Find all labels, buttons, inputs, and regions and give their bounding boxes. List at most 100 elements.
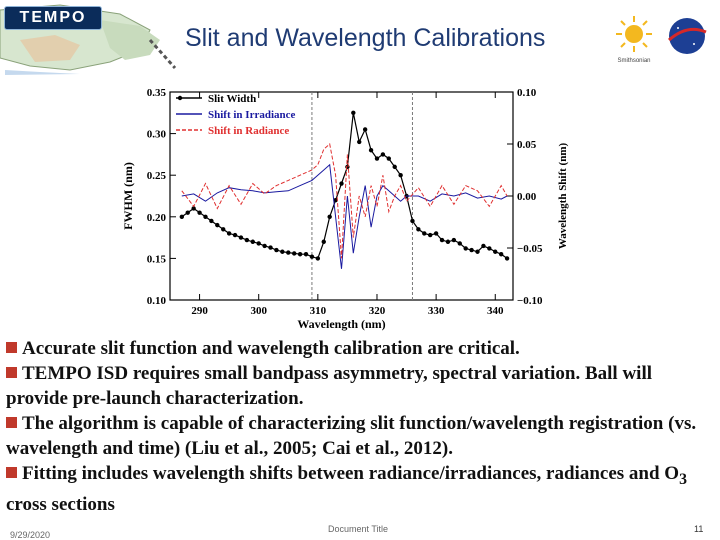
- data-point: [445, 239, 451, 244]
- data-point: [221, 227, 226, 232]
- data-point: [321, 239, 326, 244]
- y2-tick-label: 0.00: [517, 191, 537, 203]
- data-point: [268, 245, 273, 250]
- tempo-logo: TEMPO: [4, 6, 102, 30]
- y-tick-label: 0.35: [147, 87, 167, 99]
- data-point: [179, 214, 185, 219]
- y2-axis-label: Wavelength Shift (nm): [557, 142, 569, 249]
- smithsonian-caption: Smithsonian: [617, 58, 650, 64]
- bullet-text: Accurate slit function and wavelength ca…: [22, 338, 520, 359]
- nasa-logo-icon: [668, 18, 707, 54]
- bullet-text-end: cross sections: [6, 493, 115, 515]
- data-point: [345, 164, 350, 170]
- slit-wavelength-chart: 290 300 310 320 330 340 0.10 0.15 0.20 0.25 0.30 0.…: [121, 87, 569, 331]
- page-title: Slit and Wavelength Calibrations: [185, 24, 546, 52]
- bullet-marker: [6, 367, 17, 378]
- data-point: [250, 239, 255, 244]
- data-point: [368, 148, 374, 153]
- data-point: [504, 256, 510, 261]
- data-point: [386, 156, 392, 161]
- data-point: [339, 181, 344, 186]
- data-point: [374, 156, 380, 161]
- data-point: [280, 249, 285, 254]
- bullet-text: Fitting includes wavelength shifts betwe…: [22, 463, 680, 484]
- y2-tick-label: −0.05: [517, 243, 543, 255]
- data-point: [481, 243, 486, 249]
- data-point: [439, 237, 445, 243]
- data-point: [392, 164, 397, 170]
- data-point: [475, 249, 480, 254]
- data-point: [463, 246, 468, 251]
- bullet-item: Fitting includes wavelength shifts betwe…: [6, 461, 710, 517]
- data-point: [291, 251, 297, 256]
- y-tick-label: 0.20: [147, 212, 167, 224]
- data-point: [357, 139, 362, 145]
- y-tick-label: 0.25: [147, 170, 167, 182]
- data-point: [209, 218, 214, 224]
- data-point: [215, 222, 220, 228]
- footer-document-title: Document Title: [328, 524, 389, 534]
- bullet-marker: [6, 467, 17, 478]
- data-point: [232, 232, 238, 238]
- data-point: [309, 254, 315, 259]
- bullet-subscript: 3: [679, 470, 687, 488]
- series-line-2: [181, 163, 508, 269]
- legend-entry: Shift in Irradiance: [208, 109, 296, 121]
- data-point: [498, 252, 504, 257]
- data-point: [416, 227, 421, 232]
- data-point: [457, 241, 462, 246]
- data-point: [238, 235, 244, 240]
- data-point: [410, 218, 415, 224]
- bullet-text: TEMPO ISD requires small bandpass asymme…: [6, 363, 653, 409]
- x-tick-label: 330: [428, 305, 445, 317]
- data-point: [226, 231, 232, 236]
- data-point: [380, 152, 386, 157]
- x-axis-label: Wavelength (nm): [297, 317, 385, 331]
- x-tick-label: 320: [369, 305, 386, 317]
- data-point: [351, 110, 356, 115]
- bullet-item: TEMPO ISD requires small bandpass asymme…: [6, 361, 710, 411]
- bullet-text: The algorithm is capable of characterizi…: [6, 413, 697, 459]
- data-point: [428, 232, 433, 238]
- data-point: [262, 243, 267, 249]
- x-tick-label: 340: [487, 305, 504, 317]
- data-point: [286, 250, 291, 255]
- legend-marker: [177, 95, 183, 101]
- data-point: [274, 247, 279, 253]
- y-tick-label: 0.30: [147, 129, 167, 141]
- y2-tick-label: 0.10: [517, 87, 537, 99]
- data-point: [297, 252, 303, 257]
- data-point: [256, 241, 261, 246]
- x-tick-label: 300: [250, 305, 267, 317]
- data-point: [487, 246, 492, 251]
- data-point: [197, 210, 202, 215]
- data-point: [433, 231, 439, 236]
- bullet-item: The algorithm is capable of characterizi…: [6, 411, 710, 461]
- y-tick-label: 0.10: [147, 295, 167, 307]
- data-point: [315, 256, 321, 261]
- footer-page-number: 11: [694, 524, 704, 534]
- bullet-marker: [6, 342, 17, 353]
- smithsonian-sun-icon: Smithsonian: [616, 16, 652, 64]
- data-point: [191, 206, 196, 211]
- bullet-item: Accurate slit function and wavelength ca…: [6, 336, 710, 361]
- data-point: [398, 173, 403, 178]
- y2-tick-label: 0.05: [517, 139, 537, 151]
- data-point: [185, 210, 190, 215]
- data-point: [451, 237, 457, 243]
- data-point: [244, 237, 250, 243]
- series-line-3: [181, 143, 508, 259]
- bullet-marker: [6, 417, 17, 428]
- y2-tick-label: −0.10: [517, 295, 543, 307]
- y-tick-label: 0.15: [147, 253, 167, 265]
- data-point: [327, 214, 332, 219]
- data-point: [303, 252, 309, 257]
- x-tick-label: 310: [310, 305, 327, 317]
- data-point: [362, 127, 368, 132]
- legend-entry: Slit Width: [208, 93, 256, 105]
- data-point: [203, 214, 208, 219]
- footer-date: 9/29/2020: [10, 530, 51, 540]
- x-tick-label: 290: [191, 305, 208, 317]
- data-point: [493, 249, 498, 254]
- data-point: [422, 231, 427, 236]
